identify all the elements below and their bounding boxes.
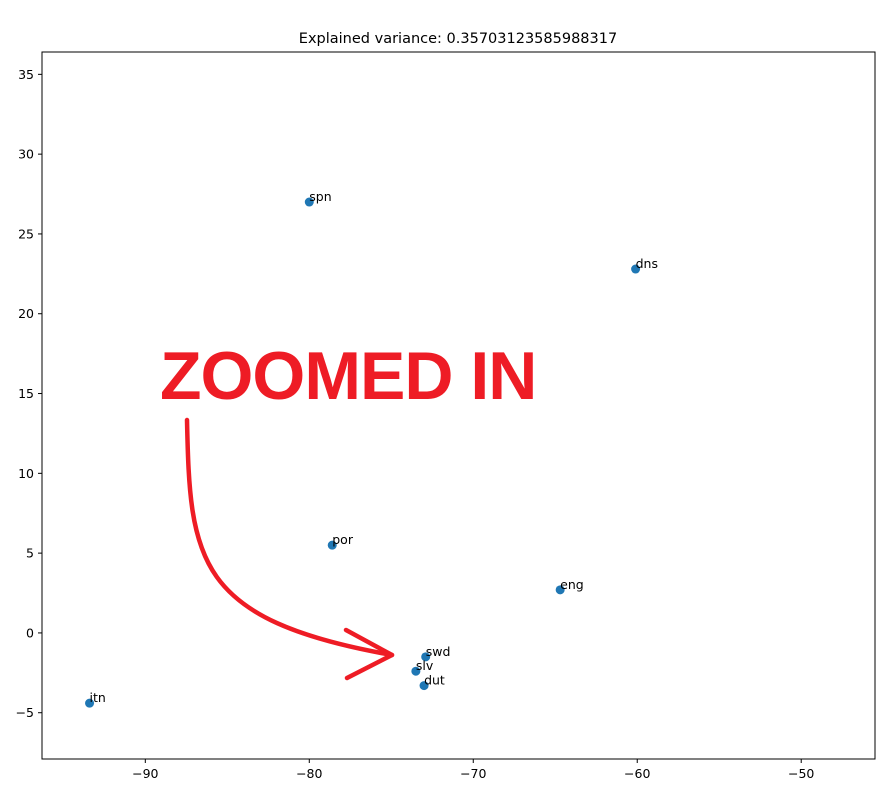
y-tick-label: 25	[18, 226, 34, 241]
x-tick-label: −70	[460, 766, 486, 781]
data-point-por	[327, 540, 337, 550]
data-point-itn	[85, 698, 95, 708]
y-tick-label: 20	[18, 306, 34, 321]
y-axis: −5 0 5 10 15 20 25 30 35	[16, 67, 42, 720]
y-tick-label: −5	[16, 705, 34, 720]
y-tick-label: 15	[18, 386, 34, 401]
plot-area-frame	[41, 51, 876, 760]
data-point-swd	[421, 652, 431, 662]
chart-title: Explained variance: 0.35703123585988317	[299, 31, 617, 47]
data-points	[85, 197, 641, 708]
x-tick-label: −60	[624, 766, 650, 781]
y-tick-label: 10	[18, 466, 34, 481]
zoomed-in-annotation: ZOOMED IN	[160, 338, 536, 414]
point-label-eng: eng	[560, 577, 584, 592]
point-label-spn: spn	[309, 189, 331, 204]
point-label-itn: itn	[90, 690, 106, 705]
data-point-slv	[411, 666, 421, 676]
point-label-por: por	[332, 532, 354, 547]
point-label-slv: slv	[416, 658, 434, 673]
data-point-dns	[631, 264, 641, 274]
y-tick-label: 35	[18, 67, 34, 82]
y-tick-label: 30	[18, 147, 34, 162]
y-tick-label: 0	[26, 625, 34, 640]
point-label-swd: swd	[426, 644, 451, 659]
arrow-head-icon	[343, 627, 395, 681]
point-label-dns: dns	[636, 256, 658, 271]
data-point-eng	[555, 585, 565, 595]
x-tick-label: −50	[788, 766, 814, 781]
y-tick-label: 5	[26, 546, 34, 561]
data-point-spn	[304, 197, 314, 207]
data-point-dut	[419, 681, 429, 691]
x-tick-label: −90	[132, 766, 158, 781]
point-label-dut: dut	[424, 673, 445, 688]
x-axis: −90 −80 −70 −60 −50	[132, 759, 814, 781]
arrow-curve-icon	[184, 417, 395, 658]
x-tick-label: −80	[296, 766, 322, 781]
